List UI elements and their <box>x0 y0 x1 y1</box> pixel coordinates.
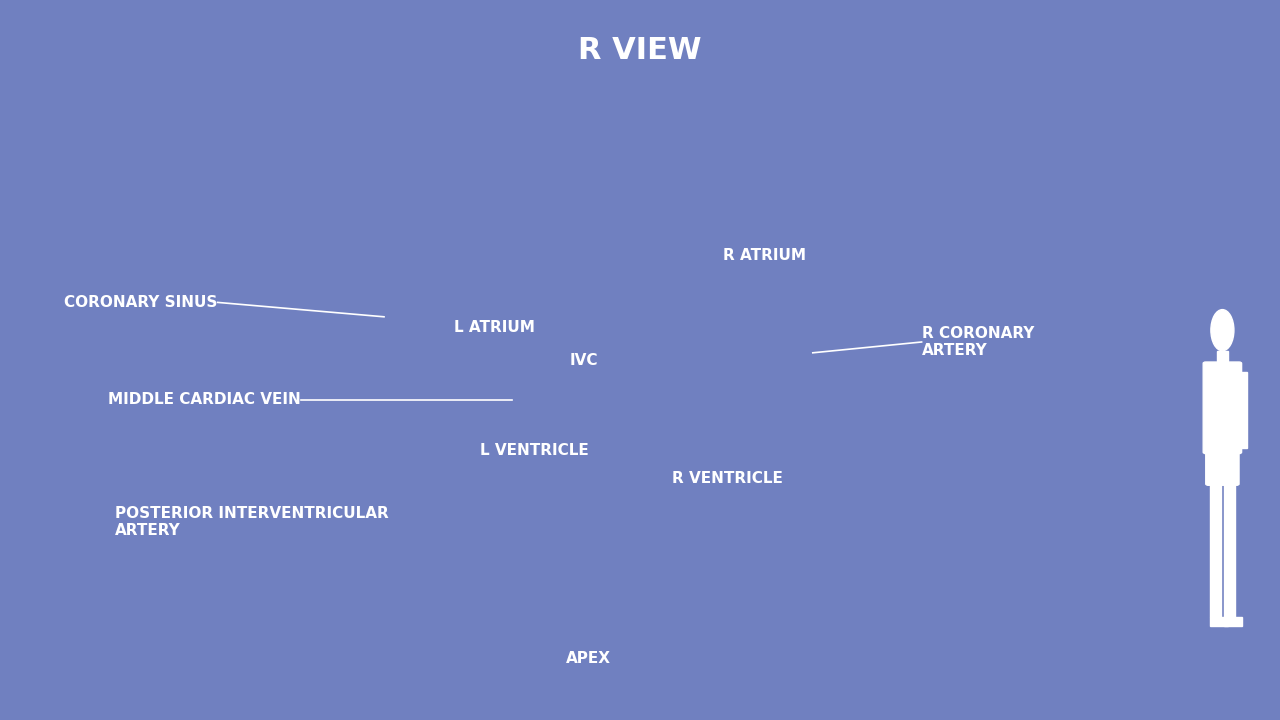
Text: R CORONARY
ARTERY: R CORONARY ARTERY <box>922 326 1034 359</box>
FancyBboxPatch shape <box>1206 451 1239 485</box>
Text: R VIEW: R VIEW <box>579 36 701 65</box>
Text: R ATRIUM: R ATRIUM <box>723 248 806 263</box>
Bar <box>1224 617 1242 626</box>
Text: IVC: IVC <box>570 353 598 367</box>
Ellipse shape <box>1211 310 1234 351</box>
Bar <box>1210 617 1228 626</box>
Text: L ATRIUM: L ATRIUM <box>454 320 535 335</box>
Text: CORONARY SINUS: CORONARY SINUS <box>64 295 218 310</box>
Bar <box>1210 484 1221 617</box>
Bar <box>1236 372 1247 448</box>
Bar <box>1217 351 1229 364</box>
Text: R VENTRICLE: R VENTRICLE <box>672 472 783 486</box>
Bar <box>1224 484 1235 617</box>
Text: MIDDLE CARDIAC VEIN: MIDDLE CARDIAC VEIN <box>108 392 301 407</box>
Text: APEX: APEX <box>566 652 612 666</box>
FancyBboxPatch shape <box>1203 362 1242 454</box>
Text: L VENTRICLE: L VENTRICLE <box>480 443 589 457</box>
Text: POSTERIOR INTERVENTRICULAR
ARTERY: POSTERIOR INTERVENTRICULAR ARTERY <box>115 506 389 539</box>
